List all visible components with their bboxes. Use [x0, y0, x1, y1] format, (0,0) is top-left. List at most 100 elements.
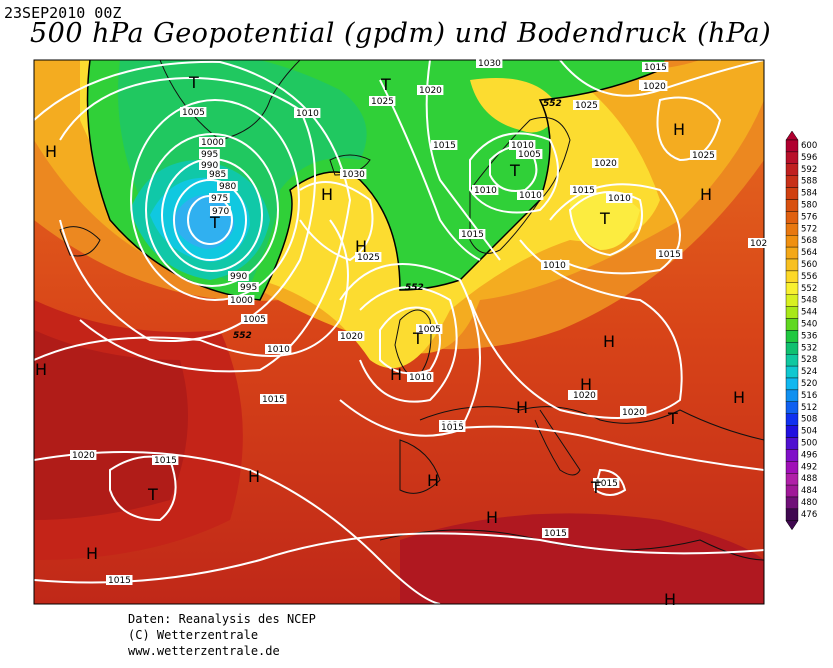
pressure-label-text: 1015 [262, 395, 285, 405]
pressure-label: 1030 [340, 169, 367, 180]
colorbar-swatch [785, 163, 799, 176]
pressure-label-bg [570, 185, 597, 195]
colorbar-label: 492 [801, 462, 817, 472]
pressure-label-text: 1025 [692, 151, 715, 161]
continental-europe-coast [419, 406, 764, 441]
pressure-label: 1015 [570, 185, 597, 196]
map-frame [33, 59, 765, 605]
pressure-label-text: 1015 [461, 230, 484, 240]
high-pressure-marker: H [580, 375, 592, 394]
pressure-label-bg [241, 314, 268, 324]
pressure-label: 995 [238, 282, 259, 293]
colorbar-label: 540 [801, 320, 817, 330]
colorbar-swatch [785, 461, 799, 474]
pressure-label-text: 1010 [296, 109, 319, 119]
pressure-label: 1010 [294, 108, 321, 119]
colorbar-swatch [785, 270, 799, 283]
pressure-label-bg [606, 193, 633, 203]
pressure-label-bg [517, 190, 544, 200]
colorbar-swatch [785, 508, 799, 521]
pressure-label-text: 1010 [474, 186, 497, 196]
pressure-label-text: 1025 [357, 253, 380, 263]
colorbar-swatch [785, 294, 799, 307]
pressure-label-bg [592, 158, 619, 168]
pressure-label: 990 [199, 160, 220, 171]
isobar-1015-south [34, 532, 764, 584]
pressure-label-bg [516, 149, 543, 159]
pressure-label-text: 102 [750, 239, 767, 249]
pressure-label-bg [439, 422, 466, 432]
colorbar-label: 592 [801, 165, 817, 175]
colorbar-swatch [785, 330, 799, 343]
colorbar-label: 520 [801, 379, 817, 389]
pressure-label: 1020 [338, 331, 365, 342]
pressure-label: 102 [748, 238, 769, 249]
pressure-label: 1020 [70, 450, 97, 461]
pressure-labels: 1030 101510201025100510009959909859809759… [70, 58, 769, 586]
high-pressure-marker: H [321, 185, 333, 204]
pressure-label-text: 1010 [543, 261, 566, 271]
pressure-label-bg [265, 344, 292, 354]
pressure-label-text: 985 [209, 170, 226, 180]
colorbar-swatch [785, 282, 799, 295]
pressure-label-bg [417, 85, 444, 95]
pressure-label: 1015 [542, 528, 569, 539]
isobar-1015-uk [339, 263, 481, 437]
isobar-1015-mediterranean [439, 425, 764, 471]
pressure-label-bg [431, 140, 458, 150]
colorbar-swatch [785, 223, 799, 236]
pressure-label: 1015 [152, 455, 179, 466]
iberia-coast [399, 439, 441, 494]
colorbar-swatch [785, 246, 799, 260]
pressure-label-bg [641, 81, 668, 91]
colorbar-label: 484 [801, 486, 817, 496]
pressure-label-text: 1025 [575, 101, 598, 111]
pressure-label-bg [369, 96, 396, 106]
pressure-label-bg [459, 229, 486, 239]
colorbar-swatch [785, 306, 799, 319]
pressure-label-text: 1005 [418, 325, 441, 335]
colorbar-swatch [785, 354, 799, 367]
pressure-label-text: 990 [201, 161, 218, 171]
pressure-label: 1015 [260, 394, 287, 405]
colorbar-label: 584 [801, 189, 817, 199]
credits-block: Daten: Reanalysis des NCEP (C) Wetterzen… [128, 611, 316, 659]
pressure-label: 1015 [431, 140, 458, 151]
pressure-label-text: 1005 [518, 150, 541, 160]
pressure-label: 1025 [369, 96, 396, 107]
pressure-label-bg [573, 100, 600, 110]
map-title: 500 hPa Geopotential (gpdm) und Bodendru… [30, 18, 772, 49]
pressure-label: 1005 [516, 149, 543, 160]
isobar-1025-iceland [299, 181, 374, 262]
pressure-label-bg [472, 185, 499, 195]
pressure-label: 970 [210, 206, 231, 217]
pressure-label-bg [407, 372, 434, 382]
high-pressure-marker: H [355, 237, 367, 256]
credit-copyright: (C) Wetterzentrale [128, 628, 259, 642]
colorbar-swatch [785, 318, 799, 331]
colorbar-label: 504 [801, 427, 817, 437]
pressure-label-text: 1020 [622, 408, 645, 418]
colorbar-label: 536 [801, 331, 817, 341]
pressure-label: 990 [228, 271, 249, 282]
colorbar-swatch [785, 425, 799, 438]
pressure-label-text: 1010 [409, 373, 432, 383]
pressure-label-text: 1025 [371, 97, 394, 107]
colorbar-label: 588 [801, 177, 817, 187]
colorbar-bottom-arrow [785, 520, 799, 531]
italy-coast [534, 409, 581, 476]
pressure-label-text: 1015 [595, 479, 618, 489]
high-pressure-marker: H [516, 398, 528, 417]
pressure-label-bg [210, 206, 231, 216]
high-pressure-marker: H [35, 360, 47, 379]
pressure-label: 1025 [690, 150, 717, 161]
pressure-label: 1010 [541, 260, 568, 271]
colorbar-swatch [785, 389, 799, 402]
isobar-980 [173, 179, 247, 261]
pressure-label-text: 1005 [243, 315, 266, 325]
isobar-1020-south [34, 451, 441, 604]
low-pressure-marker: T [380, 75, 391, 94]
geopotential-label: 552 [233, 331, 252, 341]
pressure-label-bg [228, 295, 255, 305]
